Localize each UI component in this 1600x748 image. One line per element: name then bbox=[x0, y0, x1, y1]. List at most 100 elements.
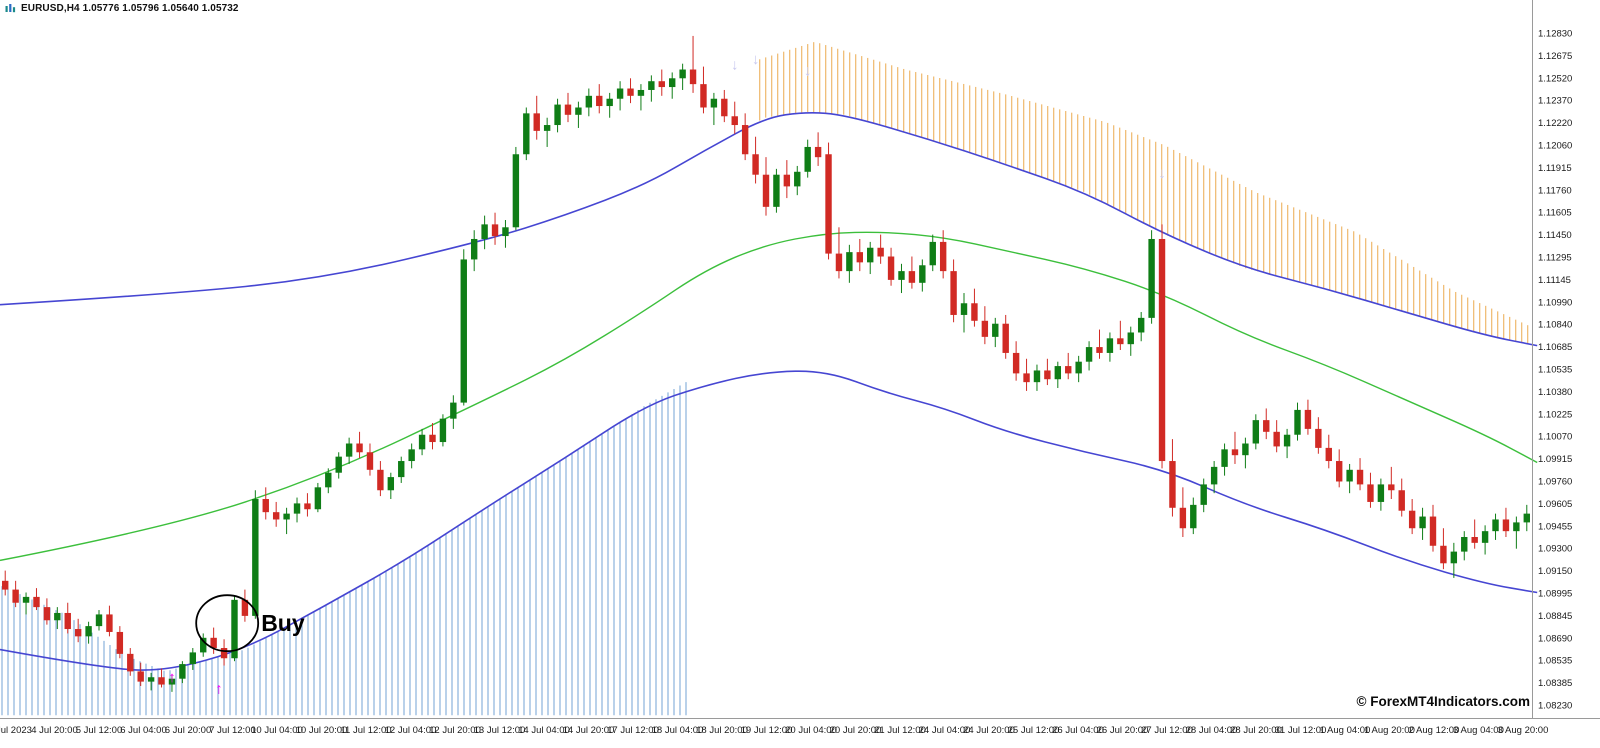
price-tick-label: 1.11605 bbox=[1538, 208, 1572, 219]
bear-candle bbox=[1367, 484, 1374, 502]
buy-annotation: Buy bbox=[195, 594, 305, 653]
time-tick-label: 25 Jul 12:00 bbox=[1008, 725, 1060, 736]
time-tick-label: 18 Jul 20:00 bbox=[696, 725, 748, 736]
price-tick-label: 1.09150 bbox=[1538, 566, 1572, 577]
bear-candle bbox=[1231, 449, 1239, 456]
bull-candle bbox=[1190, 504, 1197, 529]
bull-candle bbox=[554, 104, 561, 126]
buy-arrow-icon: ↑ bbox=[215, 680, 223, 697]
bear-candle bbox=[74, 629, 82, 637]
time-tick-label: 17 Jul 12:00 bbox=[607, 725, 659, 736]
price-tick-label: 1.08690 bbox=[1538, 633, 1572, 644]
bull-candle bbox=[867, 247, 874, 263]
bull-candle bbox=[669, 78, 676, 88]
bear-candle bbox=[689, 69, 697, 85]
bull-candle bbox=[189, 652, 197, 665]
price-tick-label: 1.10840 bbox=[1538, 320, 1572, 331]
bull-candle bbox=[1054, 366, 1062, 380]
bear-candle bbox=[877, 247, 884, 257]
bear-candle bbox=[731, 116, 738, 126]
price-tick-label: 1.12675 bbox=[1538, 51, 1572, 62]
bull-candle bbox=[398, 461, 405, 478]
bear-candle bbox=[1065, 366, 1072, 374]
bull-candle bbox=[1492, 519, 1499, 532]
bull-candle bbox=[283, 513, 290, 520]
bear-candle bbox=[1002, 323, 1009, 353]
bull-candle bbox=[960, 303, 968, 315]
bull-candle bbox=[1481, 531, 1489, 543]
time-tick-label: 10 Jul 20:00 bbox=[296, 725, 348, 736]
bear-candle bbox=[1117, 338, 1124, 345]
bull-candle bbox=[543, 125, 551, 131]
bull-candle bbox=[1419, 516, 1426, 529]
bear-candle bbox=[1315, 428, 1322, 448]
bear-candle bbox=[908, 271, 916, 283]
price-tick-label: 1.09455 bbox=[1538, 521, 1572, 532]
time-tick-label: 7 Jul 12:00 bbox=[209, 725, 255, 736]
bull-candle bbox=[314, 487, 322, 510]
bull-candle bbox=[616, 88, 624, 99]
time-tick-label: 2 Aug 12:00 bbox=[1409, 725, 1460, 736]
bear-candle bbox=[220, 648, 228, 659]
bear-candle bbox=[1169, 461, 1176, 508]
time-tick-label: 20 Jul 04:00 bbox=[785, 725, 837, 736]
bear-candle bbox=[856, 252, 863, 263]
chart-icon bbox=[5, 4, 16, 13]
bear-candle bbox=[950, 271, 957, 315]
bear-candle bbox=[158, 677, 165, 685]
bear-candle bbox=[1398, 490, 1405, 511]
price-tick-label: 1.10990 bbox=[1538, 297, 1572, 308]
bear-candle bbox=[33, 596, 40, 608]
time-tick-label: 13 Jul 12:00 bbox=[474, 725, 526, 736]
bull-candle bbox=[54, 612, 61, 621]
bull-candle bbox=[804, 146, 811, 172]
bear-candle bbox=[1273, 431, 1280, 447]
candles bbox=[2, 35, 1530, 692]
time-tick-label: 3 Jul 2023 bbox=[0, 725, 32, 736]
bull-candle bbox=[992, 323, 999, 337]
bull-candle bbox=[1523, 513, 1530, 523]
bull-candle bbox=[1033, 370, 1041, 383]
time-tick-label: 11 Jul 12:00 bbox=[340, 725, 391, 736]
time-tick-label: 14 Jul 20:00 bbox=[563, 725, 615, 736]
bear-candle bbox=[1502, 519, 1510, 532]
bull-candle bbox=[1127, 332, 1134, 345]
bull-candle bbox=[575, 107, 582, 115]
bull-candle bbox=[335, 456, 342, 473]
bear-candle bbox=[939, 241, 947, 272]
bull-candle bbox=[585, 95, 593, 108]
price-tick-label: 1.11915 bbox=[1538, 163, 1572, 174]
price-tick-label: 1.10685 bbox=[1538, 342, 1572, 353]
bear-candle bbox=[1023, 373, 1030, 383]
bull-candle bbox=[345, 443, 353, 457]
bull-candle bbox=[898, 271, 905, 280]
price-axis[interactable]: 1.12830 1.12675 1.12520 1.12370 1.12220 1.120… bbox=[1538, 29, 1572, 712]
bull-candle bbox=[22, 596, 30, 603]
bull-candle bbox=[293, 503, 301, 514]
price-tick-label: 1.11450 bbox=[1538, 230, 1572, 241]
bull-candle bbox=[252, 499, 259, 616]
bull-candle bbox=[168, 678, 176, 685]
sell-arrow-icon: ↓ bbox=[804, 63, 812, 80]
bear-candle bbox=[43, 607, 51, 621]
bear-candle bbox=[658, 81, 665, 88]
bull-candle bbox=[325, 472, 332, 488]
bear-candle bbox=[366, 452, 374, 470]
price-tick-label: 1.08385 bbox=[1538, 678, 1572, 689]
bull-candle bbox=[794, 171, 801, 187]
price-tick-label: 1.11760 bbox=[1538, 185, 1572, 196]
bull-candle bbox=[1450, 551, 1458, 564]
bear-candle bbox=[262, 499, 269, 513]
bull-candle bbox=[773, 174, 780, 207]
signal-arrows: ↑ ↑ ↓ ↓ ↓ ↓ bbox=[168, 51, 1166, 698]
bull-candle bbox=[1075, 361, 1082, 374]
bull-candle bbox=[929, 241, 936, 266]
bear-candle bbox=[1335, 461, 1343, 482]
bear-candle bbox=[533, 113, 540, 131]
price-tick-label: 1.09605 bbox=[1538, 499, 1572, 510]
bull-candle bbox=[1085, 347, 1093, 362]
bear-candle bbox=[783, 174, 791, 187]
